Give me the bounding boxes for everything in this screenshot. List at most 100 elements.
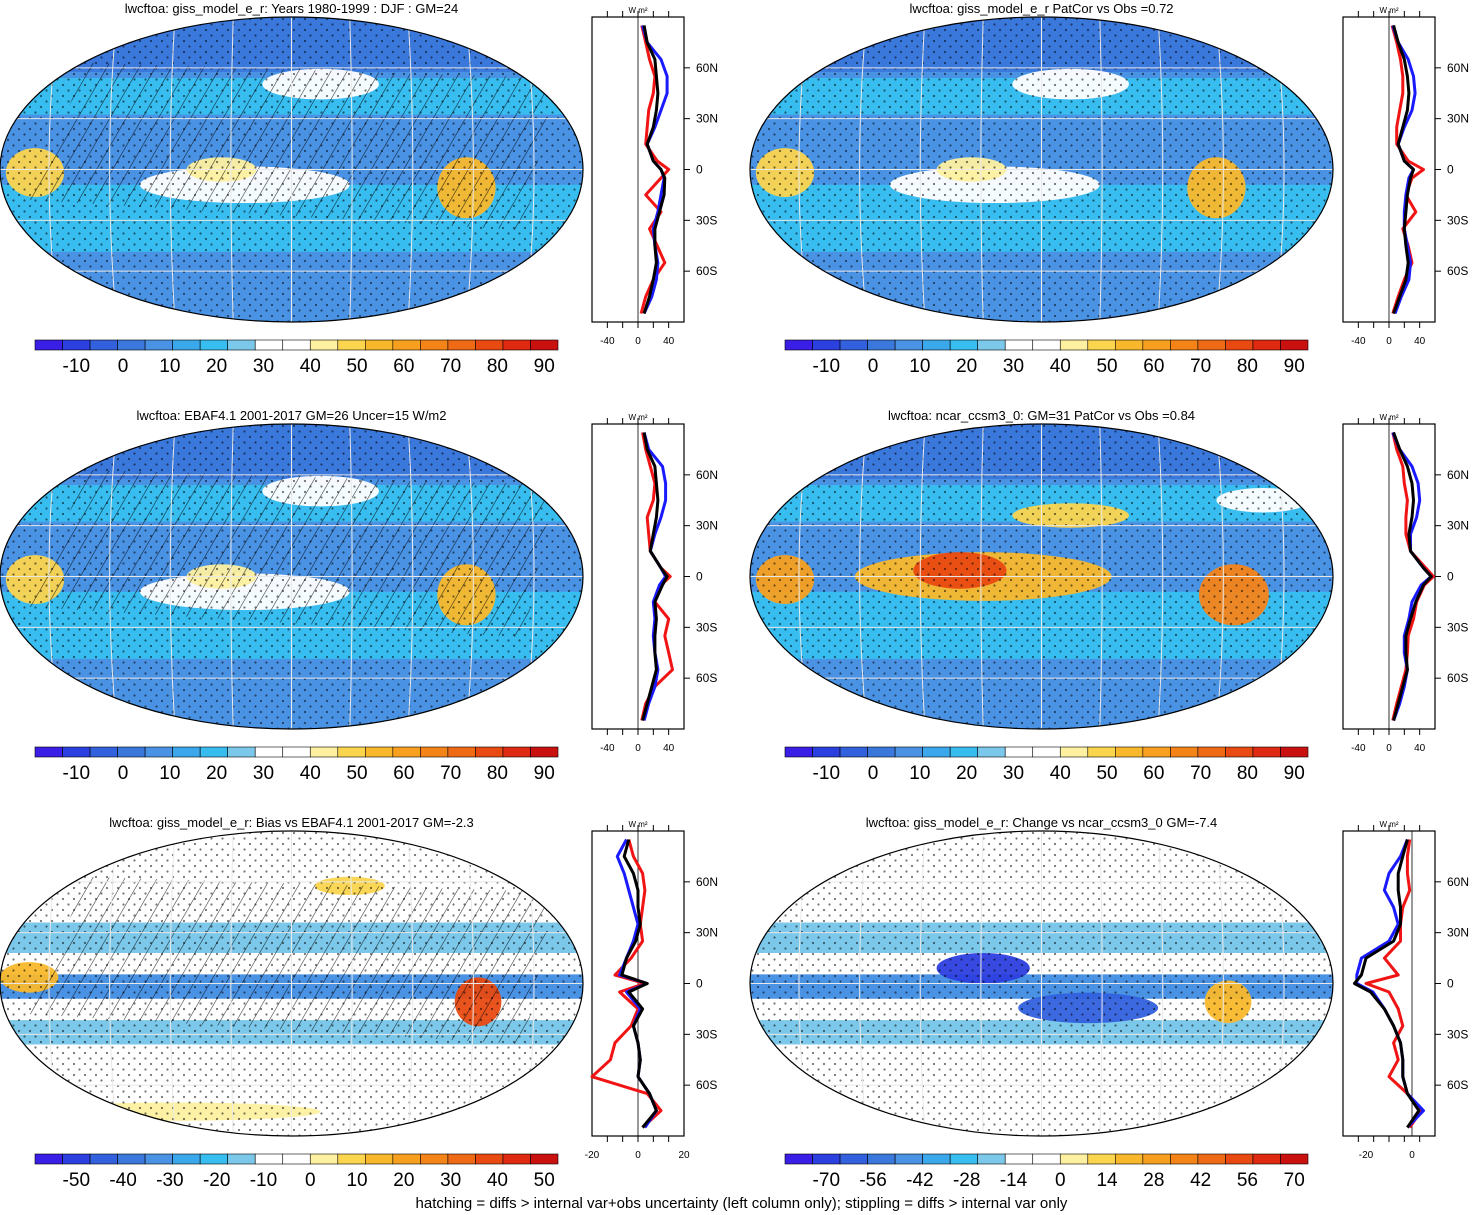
colorbar-label: 20 [393, 1170, 414, 1191]
graticule-meridian [919, 831, 926, 1137]
profile-series-black [642, 25, 667, 314]
colorbar-box [227, 1153, 256, 1165]
colorbar-box [1032, 1153, 1061, 1165]
profile-lat-label: 30S [696, 1027, 717, 1041]
colorbar-label: 70 [1190, 763, 1211, 784]
colorbar-label: 10 [159, 356, 180, 377]
colorbar-box [199, 1153, 228, 1165]
colorbar-box [1059, 746, 1089, 758]
colorbar-box [1280, 746, 1309, 758]
colorbar-label: 70 [440, 356, 461, 377]
graticule-meridian [465, 17, 474, 323]
graticule-meridian [919, 424, 926, 730]
colorbar-box [309, 339, 339, 351]
colorbar-label: 30 [440, 1170, 461, 1191]
colorbar-box [784, 746, 813, 758]
graticule-meridian [465, 831, 474, 1137]
colorbar-label: 30 [1003, 763, 1024, 784]
colorbar-label: 0 [305, 1170, 316, 1191]
profile-lat-label: 30N [1447, 112, 1469, 126]
colorbar-box [922, 746, 951, 758]
profile-x-label: 0 [635, 336, 641, 347]
colorbar-box [254, 1153, 284, 1165]
graticule-meridian [169, 424, 176, 730]
profile-x-label: -40 [1351, 336, 1366, 347]
panel-title: lwcftoa: giss_model_e_r: Change vs ncar_… [866, 815, 1218, 830]
colorbar-box [227, 746, 256, 758]
profile-x-label: 40 [1414, 336, 1426, 347]
colorbar-box [1225, 339, 1254, 351]
profile-unit: W m² [628, 6, 647, 15]
colorbar-box [1059, 339, 1089, 351]
graticule-meridian [230, 17, 234, 323]
graticule-meridian [1157, 424, 1164, 730]
colorbar-box [1115, 1153, 1144, 1165]
colorbar-label: 80 [1237, 356, 1258, 377]
colorbar-box [530, 746, 559, 758]
colorbar-box [949, 1153, 978, 1165]
map-panel-5: lwcftoa: giss_model_e_r: Bias vs EBAF4.1… [0, 815, 584, 1191]
colorbar-box [199, 746, 228, 758]
panel-title: lwcftoa: giss_model_e_r: Bias vs EBAF4.1… [109, 815, 474, 830]
colorbar-box [475, 339, 504, 351]
colorbar-box [447, 339, 476, 351]
colorbar-box [1142, 1153, 1171, 1165]
panel-title: lwcftoa: ncar_ccsm3_0: GM=31 PatCor vs O… [888, 408, 1195, 423]
zonal-profile-3: W m² 60N 30N 0 30S 60S -40 0 40 [591, 413, 718, 754]
colorbar-box [365, 746, 394, 758]
graticule-meridian [1157, 831, 1164, 1137]
colorbar-label: 10 [909, 763, 930, 784]
graticule-meridian [109, 831, 118, 1137]
profile-lat-label: 60N [696, 875, 718, 889]
map-outline [749, 423, 1334, 730]
graticule-meridian [349, 17, 353, 323]
graticule-meridian [169, 831, 176, 1137]
colorbar-label: 0 [118, 356, 129, 377]
profile-lat-label: 60S [696, 1078, 717, 1092]
graticule-meridian [1215, 831, 1224, 1137]
colorbar-box [1170, 339, 1199, 351]
colorbar-box [1252, 1153, 1281, 1165]
colorbar-box [1252, 746, 1281, 758]
colorbar-box [172, 746, 201, 758]
profile-unit: W m² [628, 413, 647, 422]
colorbar-box [337, 339, 366, 351]
colorbar-box [254, 746, 284, 758]
colorbar-box [172, 1153, 201, 1165]
colorbar-label: 80 [487, 356, 508, 377]
colorbar-box [62, 746, 91, 758]
colorbar-box [392, 339, 421, 351]
colorbar-label: 90 [1284, 763, 1305, 784]
colorbar-label: -40 [109, 1170, 136, 1191]
colorbar-label: 30 [1003, 356, 1024, 377]
profile-lat-label: 60S [696, 671, 717, 685]
colorbar-box [1280, 339, 1309, 351]
colorbar-box [1032, 746, 1061, 758]
colorbar-box [199, 339, 228, 351]
graticule-meridian [1215, 17, 1224, 323]
profile-lat-label: 30S [696, 620, 717, 634]
colorbar-box [34, 746, 63, 758]
profile-series-black [1392, 25, 1415, 315]
profile-lat-label: 0 [696, 163, 703, 177]
colorbar-box [420, 746, 449, 758]
colorbar-box [1197, 746, 1226, 758]
colorbar-box [1252, 339, 1281, 351]
colorbar-box [1142, 746, 1171, 758]
profile-x-label: 0 [1386, 743, 1392, 754]
colorbar-label: -50 [63, 1170, 90, 1191]
profile-lat-label: 30N [696, 926, 718, 940]
colorbar-box [784, 1153, 813, 1165]
colorbar-box [309, 1153, 339, 1165]
profile-lat-label: 60N [696, 468, 718, 482]
colorbar-label: -14 [1000, 1170, 1028, 1191]
colorbar-box [839, 1153, 868, 1165]
colorbar-box [62, 1153, 91, 1165]
colorbar-box [420, 339, 449, 351]
colorbar-box [254, 339, 284, 351]
profile-lat-label: 60N [696, 61, 718, 75]
colorbar-label: 56 [1237, 1170, 1258, 1191]
colorbar-label: 40 [1050, 763, 1071, 784]
profile-x-label: -40 [1351, 743, 1366, 754]
colorbar-box [502, 746, 531, 758]
